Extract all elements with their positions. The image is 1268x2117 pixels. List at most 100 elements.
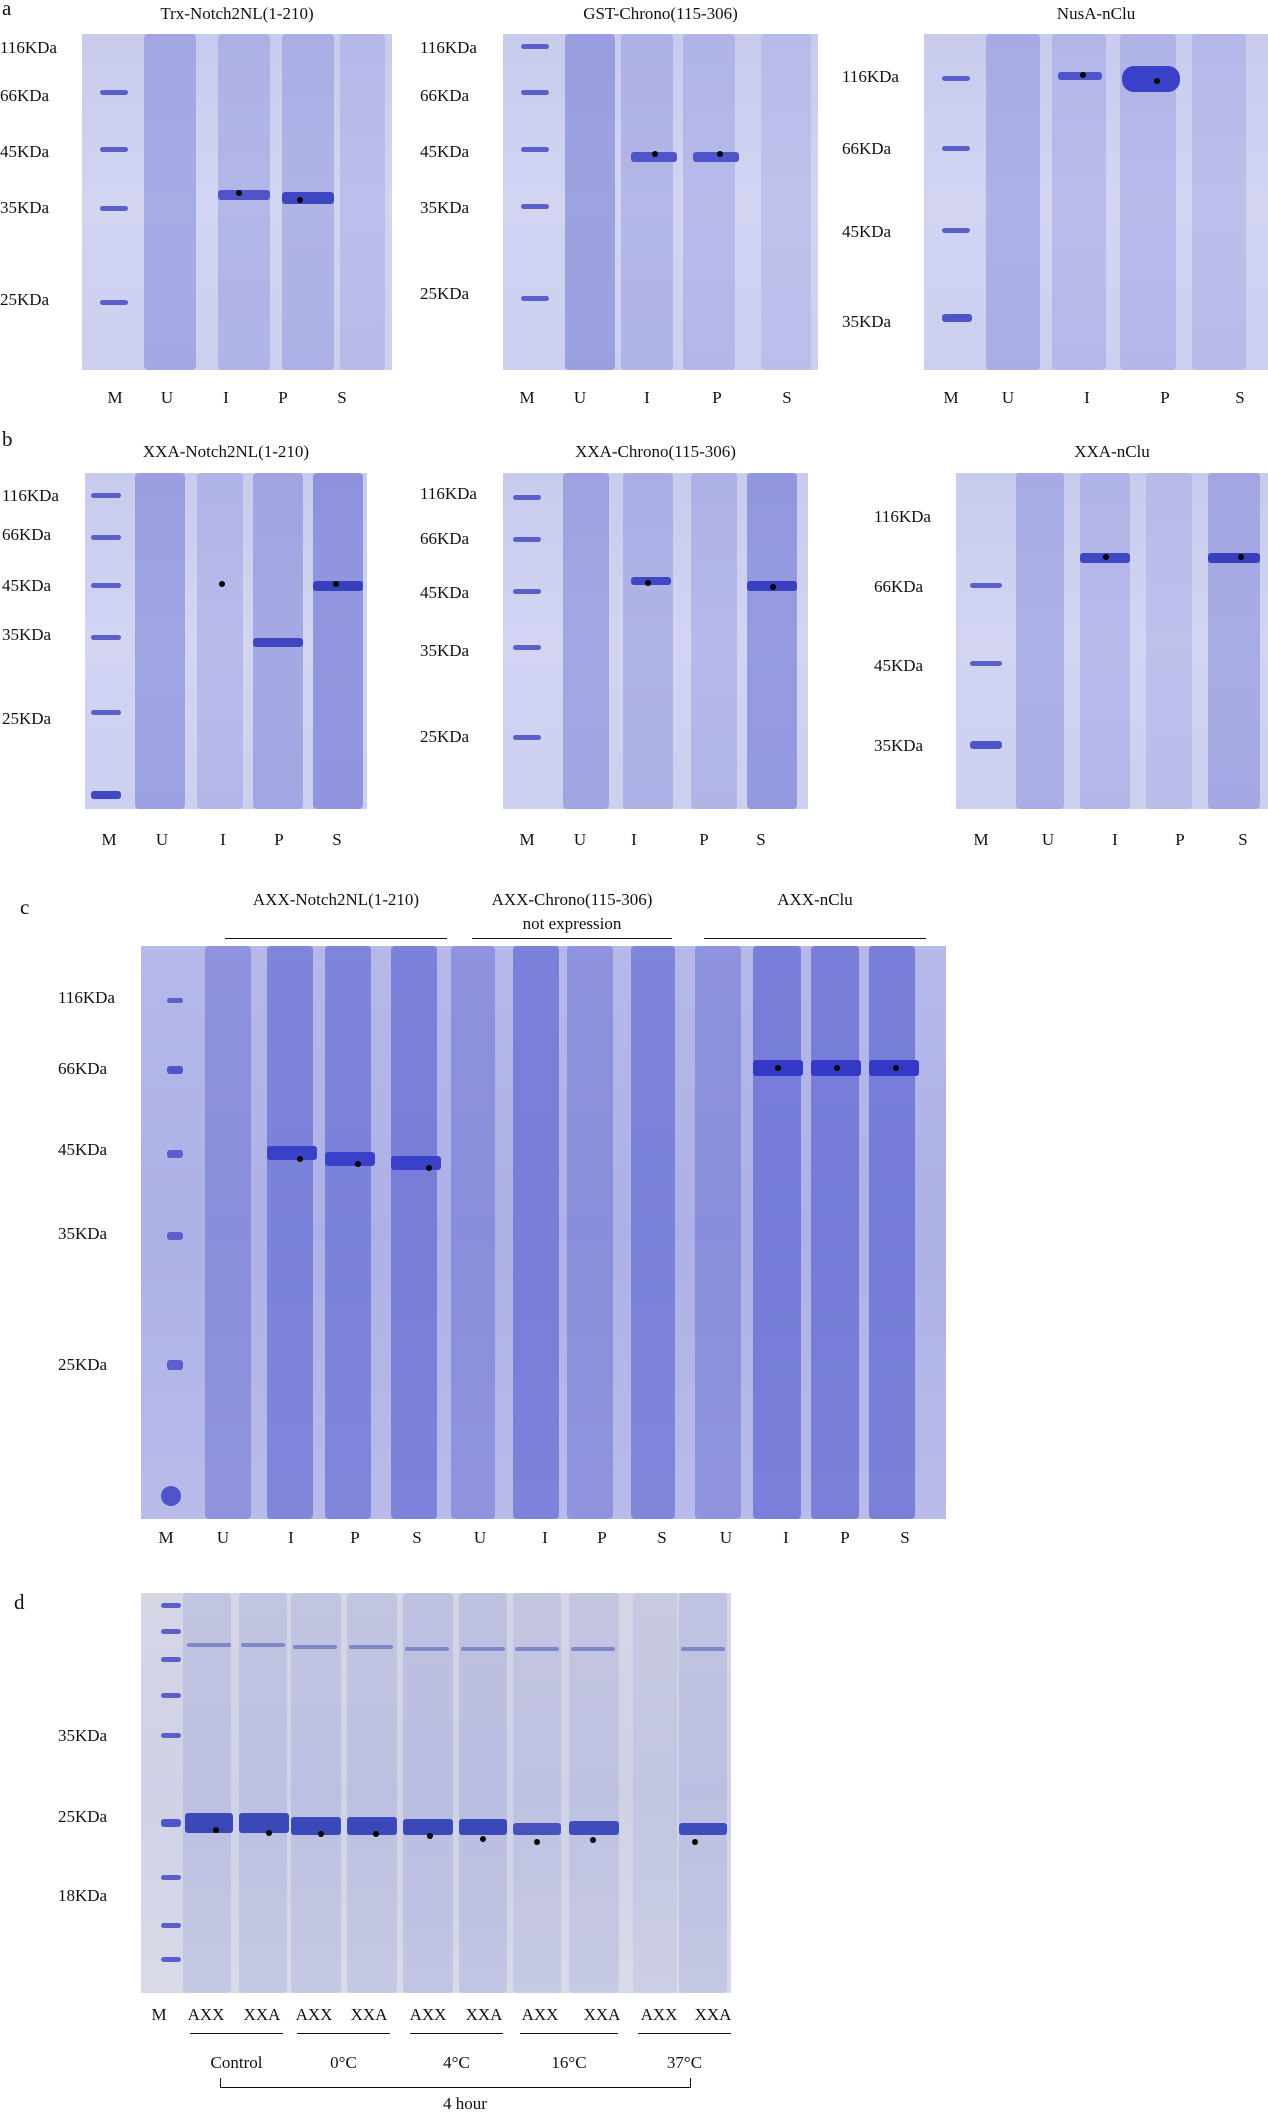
target-band-dot: [480, 1836, 486, 1842]
lane-label: I: [220, 830, 226, 849]
lane-label: I: [644, 388, 650, 407]
condition-label: 4°C: [443, 2053, 470, 2072]
marker-label: 45KDa: [58, 1140, 108, 1159]
lane-label: M: [519, 388, 535, 407]
lane-label: M: [158, 1528, 174, 1547]
lane-label: U: [160, 388, 174, 407]
gel-d-image: [141, 1593, 731, 1993]
lane-label: P: [712, 388, 722, 407]
lane-label: I: [1084, 388, 1090, 407]
target-band-dot: [775, 1065, 781, 1071]
lane-label: P: [597, 1528, 607, 1547]
gel-a3-title: NusA-nClu: [1056, 4, 1136, 23]
lane-label: AXX: [409, 2005, 447, 2024]
target-band-dot: [645, 580, 651, 586]
lane-label: I: [1112, 830, 1118, 849]
marker-label: 25KDa: [420, 284, 470, 303]
target-band-dot: [426, 1165, 432, 1171]
target-band-dot: [893, 1065, 899, 1071]
target-band-dot: [318, 1831, 324, 1837]
group-title-chrono: AXX-Chrono(115-306): [491, 890, 653, 909]
condition-label: Control: [210, 2053, 263, 2072]
lane-label: M: [973, 830, 989, 849]
marker-label: 45KDa: [0, 142, 50, 161]
marker-label: 66KDa: [842, 139, 892, 158]
lane-label: XXA: [694, 2005, 732, 2024]
gel-a2-title: GST-Chrono(115-306): [583, 4, 738, 23]
marker-label: 66KDa: [0, 86, 50, 105]
lane-label: I: [631, 830, 637, 849]
marker-label: 25KDa: [0, 290, 50, 309]
marker-label: 25KDa: [420, 727, 470, 746]
panel-c-letter: c: [20, 895, 30, 919]
lane-label: M: [107, 388, 123, 407]
target-band-dot: [770, 584, 776, 590]
lane-label: S: [756, 830, 766, 849]
lane-label: S: [782, 388, 792, 407]
target-band-dot: [590, 1837, 596, 1843]
marker-label: 45KDa: [874, 656, 924, 675]
target-band-dot: [652, 151, 658, 157]
marker-label: 66KDa: [420, 86, 470, 105]
lane-label: P: [278, 388, 288, 407]
lane-label: M: [101, 830, 117, 849]
lane-label: AXX: [295, 2005, 333, 2024]
target-band-dot: [427, 1833, 433, 1839]
condition-underline: [297, 2033, 390, 2035]
gel-a1-title: Trx-Notch2NL(1-210): [160, 4, 314, 23]
marker-label: 35KDa: [874, 736, 924, 755]
condition-underline: [520, 2033, 618, 2035]
group-title-notch2nl: AXX-Notch2NL(1-210): [252, 890, 420, 909]
lane-label: M: [151, 2005, 167, 2024]
lane-label: U: [1041, 830, 1055, 849]
target-band-dot: [236, 190, 242, 196]
bracket-left: [220, 2078, 222, 2088]
marker-label: 35KDa: [2, 625, 52, 644]
lane-label: XXA: [243, 2005, 281, 2024]
marker-label: 116KDa: [842, 67, 899, 86]
target-band-dot: [297, 1156, 303, 1162]
marker-label: 25KDa: [58, 1807, 108, 1826]
target-band-dot: [373, 1831, 379, 1837]
target-band-dot: [266, 1830, 272, 1836]
lane-label: I: [783, 1528, 789, 1547]
gel-b1-title: XXA-Notch2NL(1-210): [142, 442, 310, 461]
panel-b-letter: b: [2, 427, 13, 451]
lane-label: I: [288, 1528, 294, 1547]
target-band-dot: [1238, 554, 1244, 560]
condition-label: 16°C: [551, 2053, 587, 2072]
marker-label: 25KDa: [2, 709, 52, 728]
gel-a3-image: [924, 34, 1268, 370]
target-band-dot: [1080, 72, 1086, 78]
lane-label: P: [1175, 830, 1185, 849]
target-band-dot: [834, 1065, 840, 1071]
target-band-dot: [1154, 78, 1160, 84]
target-band-dot: [219, 581, 225, 587]
condition-underline: [410, 2033, 503, 2035]
gel-b3-image: [956, 473, 1268, 809]
group-subtitle-chrono: not expression: [522, 914, 622, 933]
marker-label: 35KDa: [0, 198, 50, 217]
lane-label: U: [473, 1528, 487, 1547]
marker-label: 66KDa: [2, 525, 52, 544]
lane-label: U: [573, 830, 587, 849]
marker-label: 35KDa: [420, 198, 470, 217]
marker-label: 35KDa: [842, 312, 892, 331]
group-underline: [472, 938, 672, 940]
marker-label: 45KDa: [420, 583, 470, 602]
lane-label: I: [542, 1528, 548, 1547]
condition-underline: [638, 2033, 731, 2035]
lane-label: S: [1238, 830, 1248, 849]
target-band-dot: [717, 151, 723, 157]
marker-label: 116KDa: [2, 486, 59, 505]
marker-label: 66KDa: [58, 1059, 108, 1078]
gel-b2-image: [503, 473, 808, 809]
panel-a-letter: a: [2, 0, 12, 20]
lane-label: U: [216, 1528, 230, 1547]
lane-label: S: [332, 830, 342, 849]
lane-label: P: [840, 1528, 850, 1547]
lane-label: S: [412, 1528, 422, 1547]
lane-label: M: [943, 388, 959, 407]
target-band-dot: [333, 581, 339, 587]
marker-label: 45KDa: [2, 576, 52, 595]
